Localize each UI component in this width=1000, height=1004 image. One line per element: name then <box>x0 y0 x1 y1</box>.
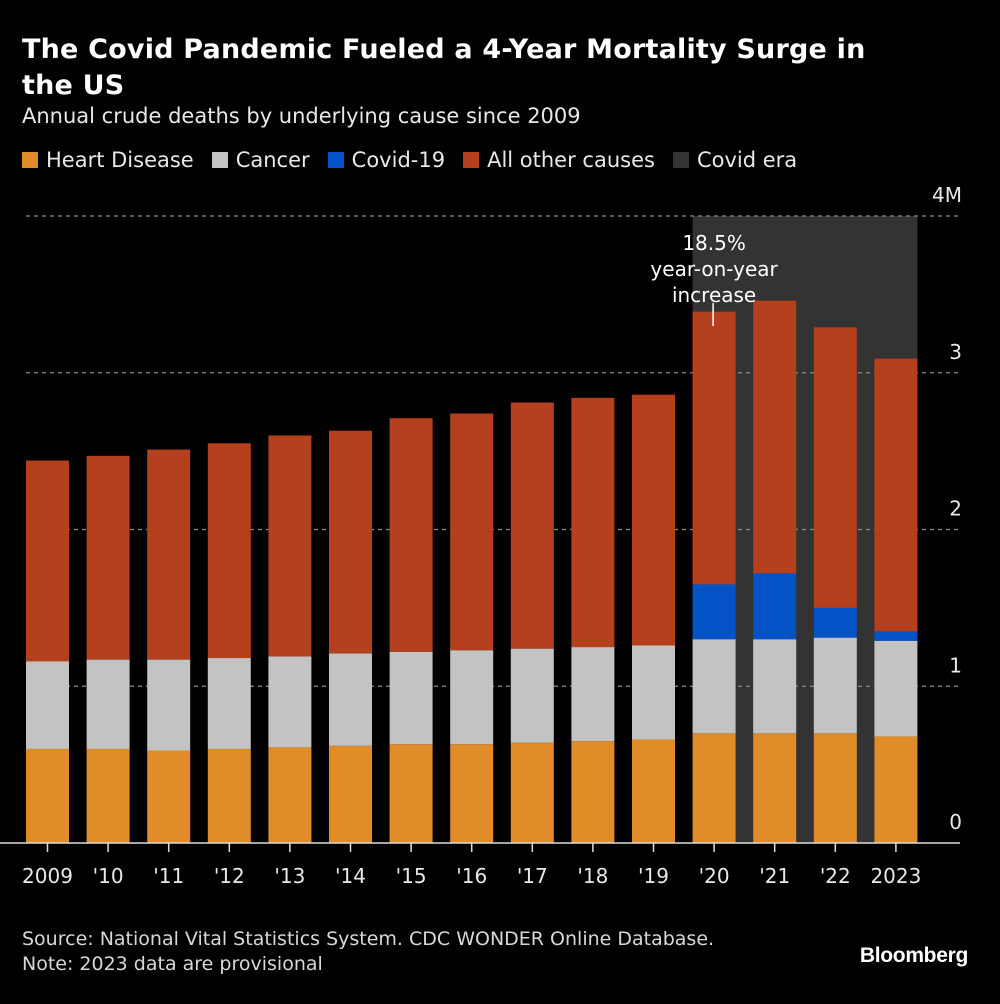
legend: Heart Disease Cancer Covid-19 All other cau… <box>22 148 797 172</box>
y-tick-label: 1 <box>949 653 962 677</box>
bar-segment-heart-disease <box>329 745 372 843</box>
legend-swatch <box>672 152 689 168</box>
source-note: Source: National Vital Statistics System… <box>22 928 715 950</box>
x-tick-label: '21 <box>759 864 790 888</box>
bar-segment-all-other-causes <box>632 394 675 646</box>
bar-segment-all-other-causes <box>510 402 554 649</box>
legend-item: Cancer <box>211 148 310 172</box>
bar-segment-all-other-causes <box>571 397 615 648</box>
bar-segment-heart-disease <box>753 733 797 843</box>
bar-segment-cancer <box>813 637 857 734</box>
chart-title: The Covid Pandemic Fueled a 4-Year Morta… <box>22 34 866 101</box>
bar-segment-all-other-causes <box>86 455 130 660</box>
bar-segment-cancer <box>86 659 130 749</box>
legend-label: Covid-19 <box>351 148 446 172</box>
bar-segment-all-other-causes <box>389 418 433 652</box>
x-tick-label: '12 <box>214 864 245 888</box>
x-tick-label: '16 <box>456 864 487 888</box>
chart-subtitle: Annual crude deaths by underlying cause … <box>22 104 581 128</box>
y-tick-label: 2 <box>949 497 962 521</box>
bar-segment-all-other-causes <box>692 311 736 585</box>
legend-label: Heart Disease <box>46 148 194 172</box>
bar-segment-cancer <box>26 661 69 749</box>
bloomberg-logo: Bloomberg <box>859 944 968 967</box>
x-tick-label: '14 <box>335 864 366 888</box>
bar-segment-covid-19 <box>813 607 857 638</box>
bar-segment-all-other-causes <box>813 327 857 608</box>
y-tick-label: 3 <box>949 340 962 364</box>
bar-segment-all-other-causes <box>874 358 918 632</box>
legend-swatch <box>211 152 228 168</box>
x-tick-label: '20 <box>699 864 730 888</box>
bar-segment-cancer <box>692 639 736 734</box>
x-tick-label: '11 <box>153 864 184 888</box>
bar-segment-cancer <box>571 647 615 742</box>
bar-segment-cancer <box>147 659 191 751</box>
x-tick-label: '22 <box>820 864 851 888</box>
bar-segment-cancer <box>874 640 918 737</box>
bar-segment-cancer <box>389 651 433 745</box>
legend-item: Covid era <box>672 148 798 172</box>
x-tick-label: '17 <box>517 864 548 888</box>
bar-segment-all-other-causes <box>26 460 69 662</box>
bar-segment-all-other-causes <box>268 435 312 657</box>
bar-segment-heart-disease <box>86 748 130 843</box>
x-tick-label: '13 <box>274 864 305 888</box>
bar-segment-heart-disease <box>147 750 191 843</box>
bar-segment-heart-disease <box>510 742 554 843</box>
bar-segment-all-other-causes <box>329 430 372 654</box>
legend-item: All other causes <box>463 148 655 172</box>
annotation-text: increase <box>672 283 756 307</box>
bar-segment-heart-disease <box>268 747 312 843</box>
footer: Source: National Vital Statistics System… <box>22 927 714 977</box>
bar-segment-cancer <box>753 639 797 734</box>
bar-segment-cancer <box>510 648 554 743</box>
x-tick-label: '15 <box>396 864 427 888</box>
legend-swatch <box>463 152 480 168</box>
bar-segment-cancer <box>268 656 312 748</box>
annotation-text: 18.5% <box>682 231 746 255</box>
bar-segment-heart-disease <box>26 748 69 843</box>
bar-segment-heart-disease <box>450 744 494 843</box>
x-tick-label: '10 <box>93 864 124 888</box>
bar-segment-heart-disease <box>874 736 918 843</box>
bar-segment-all-other-causes <box>753 300 797 574</box>
bar-segment-cancer <box>632 645 675 740</box>
bar-segment-all-other-causes <box>450 413 494 651</box>
bar-segment-covid-19 <box>753 573 797 640</box>
legend-label: Covid era <box>696 148 798 172</box>
y-tick-label: 0 <box>949 810 962 834</box>
bar-segment-heart-disease <box>571 741 615 843</box>
legend-label: Cancer <box>235 148 310 172</box>
bar-segment-all-other-causes <box>207 443 251 659</box>
bar-segment-covid-19 <box>692 584 736 640</box>
legend-item: Covid-19 <box>327 148 446 172</box>
bar-segment-heart-disease <box>632 739 675 843</box>
bar-segment-covid-19 <box>874 631 918 641</box>
bar-segment-cancer <box>450 650 494 745</box>
legend-swatch <box>22 152 38 168</box>
bar-segment-all-other-causes <box>147 449 191 660</box>
y-tick-label: 4M <box>932 183 962 207</box>
x-tick-label: '19 <box>638 864 669 888</box>
bar-segment-cancer <box>207 658 251 749</box>
bar-segment-heart-disease <box>813 733 857 843</box>
legend-item: Heart Disease <box>22 148 194 172</box>
legend-swatch <box>327 152 344 168</box>
data-note: Note: 2023 data are provisional <box>22 953 323 975</box>
bar-segment-heart-disease <box>692 733 736 843</box>
x-tick-label: 2009 <box>22 864 73 888</box>
bar-segment-heart-disease <box>207 748 251 843</box>
annotation-text: year-on-year <box>650 257 778 281</box>
legend-label: All other causes <box>487 148 655 172</box>
x-tick-label: 2023 <box>870 864 921 888</box>
x-tick-label: '18 <box>577 864 608 888</box>
bar-segment-cancer <box>329 653 372 746</box>
bar-segment-heart-disease <box>389 744 433 843</box>
